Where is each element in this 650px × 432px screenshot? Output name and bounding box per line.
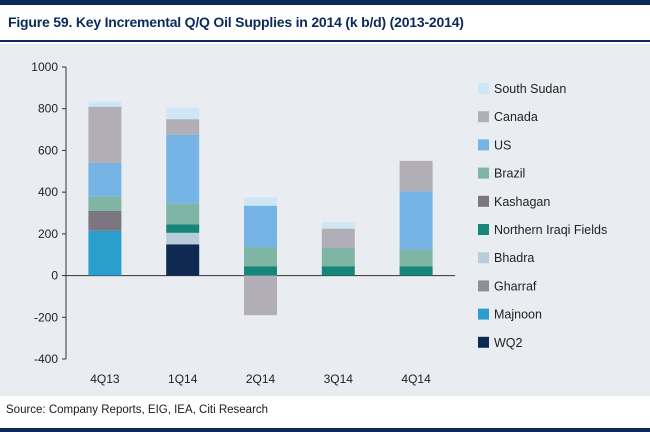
legend-label: South Sudan	[494, 82, 566, 96]
legend-swatch	[478, 224, 489, 235]
bar-segment-canada-1q14	[166, 119, 200, 135]
bar-segment-northern-iraqi-fields-1q14	[166, 224, 200, 233]
bar-segment-brazil-3q14	[321, 247, 355, 267]
y-tick-label: 1000	[31, 60, 58, 74]
legend-swatch	[478, 111, 489, 123]
bar-segment-northern-iraqi-fields-4q14	[399, 266, 433, 276]
y-tick-label: 200	[38, 227, 58, 241]
legend-label: Bhadra	[494, 251, 534, 265]
chart-title: Figure 59. Key Incremental Q/Q Oil Suppl…	[8, 14, 464, 30]
x-tick-label: 4Q14	[401, 372, 431, 386]
legend-label: Canada	[494, 110, 538, 124]
bar-segment-brazil-4q14	[399, 249, 433, 267]
top-rule	[0, 0, 650, 5]
legend-label: Northern Iraqi Fields	[494, 223, 607, 237]
bar-segment-south-sudan-3q14	[321, 222, 355, 229]
legend-swatch	[478, 336, 489, 348]
bar-segment-us-1q14	[166, 134, 200, 204]
y-tick-label: 400	[38, 185, 58, 199]
legend-label: US	[494, 138, 511, 152]
source-note: Source: Company Reports, EIG, IEA, Citi …	[6, 404, 269, 416]
title-rule	[0, 40, 650, 42]
bar-segment-northern-iraqi-fields-3q14	[321, 266, 355, 276]
y-tick-label: -400	[34, 352, 58, 366]
bar-segment-us-4q13	[88, 162, 122, 197]
bar-segment-brazil-4q13	[88, 196, 122, 211]
x-tick-label: 1Q14	[168, 372, 198, 386]
bar-segment-bhadra-1q14	[166, 232, 200, 245]
bar-segment-us-2q14	[244, 205, 277, 248]
bar-segment-canada-2q14	[244, 275, 277, 316]
legend-label: Gharraf	[494, 279, 537, 293]
legend-label: WQ2	[494, 336, 523, 350]
legend-label: Majnoon	[494, 308, 542, 322]
y-tick-label: 600	[38, 143, 58, 157]
y-tick-label: 800	[38, 102, 58, 116]
legend-swatch	[478, 308, 489, 320]
y-tick-label: 0	[51, 269, 58, 283]
bar-segment-wq2-1q14	[166, 244, 200, 276]
legend-swatch	[478, 167, 489, 179]
bar-segment-canada-3q14	[321, 228, 355, 248]
bar-segment-brazil-2q14	[244, 247, 277, 267]
legend-swatch	[478, 83, 489, 94]
y-tick-label: -200	[34, 310, 58, 324]
legend-label: Brazil	[494, 167, 525, 181]
bar-segment-northern-iraqi-fields-2q14	[244, 266, 277, 276]
legend-label: Kashagan	[494, 195, 550, 209]
x-tick-label: 3Q14	[324, 372, 354, 386]
bar-segment-brazil-1q14	[166, 203, 200, 225]
bar-segment-south-sudan-4q13	[88, 101, 122, 107]
bar-segment-south-sudan-1q14	[166, 107, 200, 120]
bar-segment-canada-4q13	[88, 106, 122, 163]
bottom-rule	[0, 428, 650, 432]
bar-segment-us-4q14	[399, 191, 433, 250]
x-tick-label: 2Q14	[246, 372, 276, 386]
x-tick-label: 4Q13	[90, 372, 120, 386]
legend-swatch	[478, 252, 489, 264]
legend-swatch	[478, 195, 489, 207]
legend-swatch	[478, 139, 489, 151]
legend-swatch	[478, 280, 489, 292]
bar-segment-majnoon-4q13	[88, 230, 122, 276]
bar-segment-canada-4q14	[399, 160, 433, 192]
bar-segment-south-sudan-2q14	[244, 197, 277, 206]
bar-segment-kashagan-4q13	[88, 210, 122, 231]
